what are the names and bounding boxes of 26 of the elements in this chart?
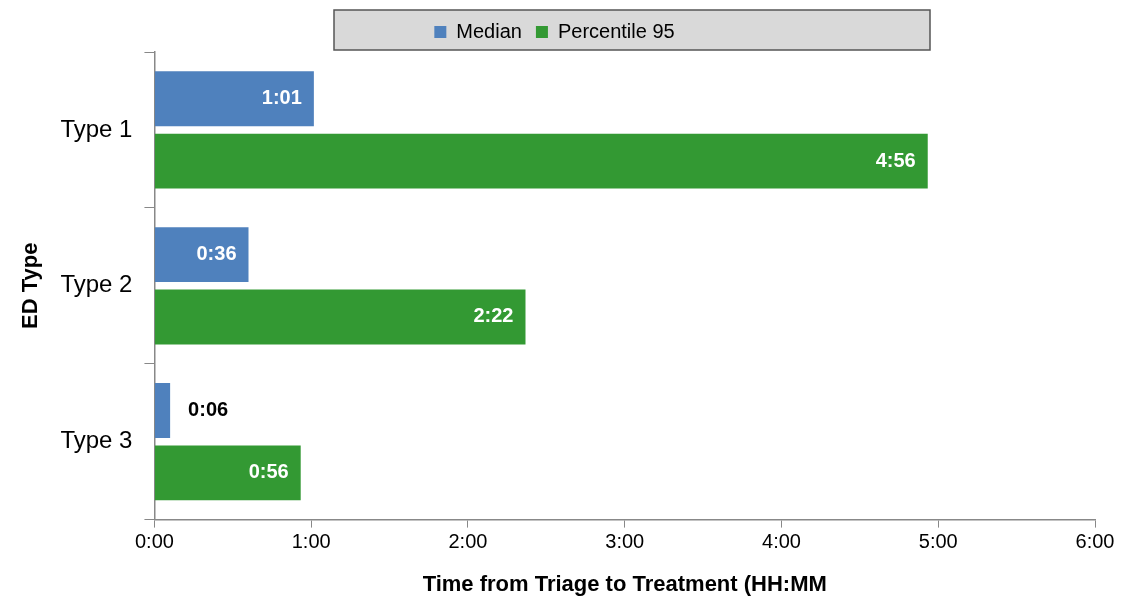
legend-label: Median bbox=[456, 19, 522, 42]
bar bbox=[154, 71, 314, 127]
x-tick-label: 4:00 bbox=[762, 530, 801, 553]
y-tick-label: Type 1 bbox=[60, 114, 133, 142]
data-label: 0:56 bbox=[248, 460, 289, 483]
y-tick-label: Type 2 bbox=[60, 270, 133, 298]
x-tick-label: 2:00 bbox=[448, 530, 488, 553]
x-tick-label: 3:00 bbox=[605, 530, 645, 553]
bar bbox=[154, 133, 928, 189]
data-label: 0:06 bbox=[188, 398, 229, 421]
x-tick-label: 0:00 bbox=[134, 530, 174, 553]
data-label: 4:56 bbox=[875, 148, 916, 171]
y-axis-title: ED Type bbox=[17, 242, 43, 329]
y-tick-label: Type 3 bbox=[60, 426, 133, 454]
bar bbox=[154, 383, 171, 438]
x-tick-label: 5:00 bbox=[918, 530, 958, 553]
bar bbox=[154, 289, 526, 345]
x-tick-label: 1:00 bbox=[291, 530, 331, 553]
bar bbox=[154, 445, 301, 501]
x-axis-title: Time from Triage to Treatment (HH:MM bbox=[422, 570, 827, 596]
bar bbox=[154, 227, 249, 283]
x-tick-label: 6:00 bbox=[1075, 530, 1115, 553]
data-label: 1:01 bbox=[261, 86, 302, 109]
data-label: 2:22 bbox=[473, 304, 514, 327]
data-label: 0:36 bbox=[196, 242, 237, 265]
legend-label: Percentile 95 bbox=[557, 19, 675, 42]
